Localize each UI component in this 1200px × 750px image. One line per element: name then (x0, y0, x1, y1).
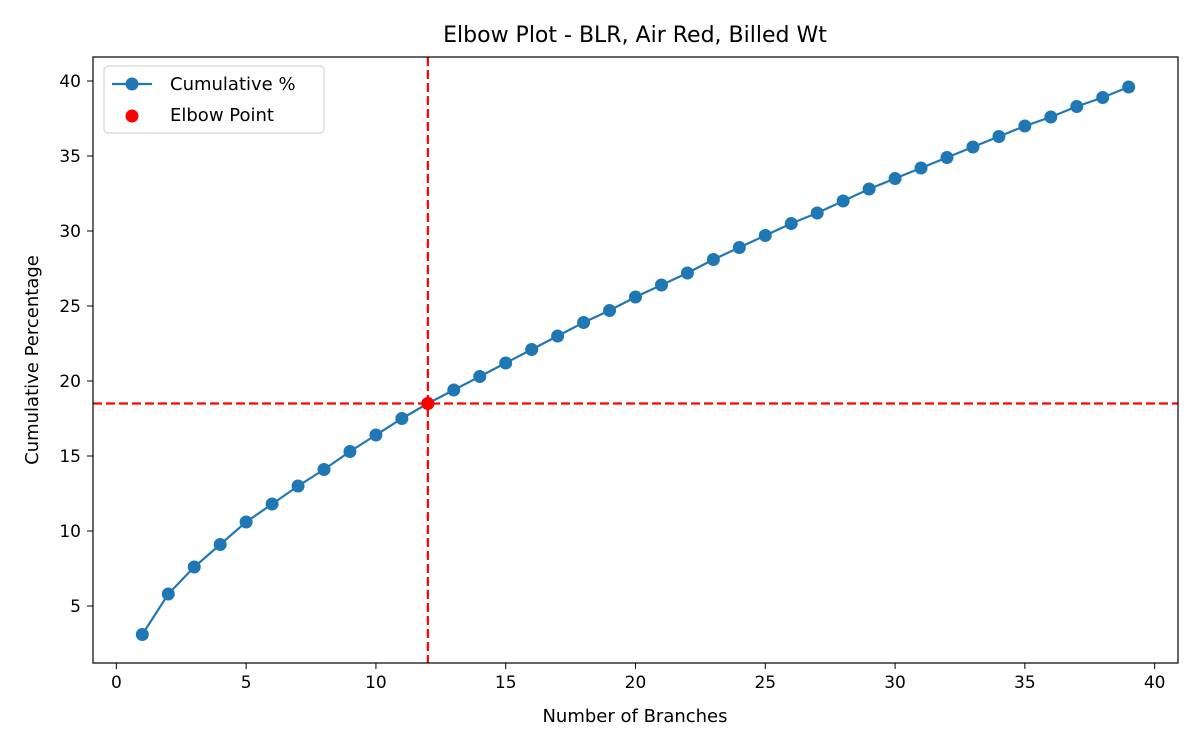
data-point (135, 628, 149, 641)
y-tick-label: 30 (59, 222, 81, 242)
data-point (706, 253, 720, 266)
y-tick-label: 25 (59, 297, 81, 317)
legend: Cumulative % Elbow Point (103, 65, 325, 134)
data-point (187, 560, 201, 574)
data-point (940, 151, 954, 164)
data-point (551, 329, 565, 343)
data-point (966, 140, 980, 154)
data-point (499, 356, 513, 370)
x-tick-label: 40 (1144, 673, 1166, 693)
y-tick-label: 20 (59, 372, 81, 392)
x-tick-label: 30 (884, 673, 906, 693)
data-point (343, 445, 357, 458)
data-point (629, 290, 642, 304)
data-point (784, 217, 798, 230)
x-tick-label: 25 (754, 673, 776, 693)
data-point (265, 497, 279, 511)
data-point (888, 172, 902, 185)
data-point (213, 538, 227, 551)
data-point (654, 278, 668, 292)
x-tick-label: 0 (111, 673, 122, 693)
data-point (1044, 110, 1058, 124)
data-point (992, 130, 1006, 143)
y-tick-label: 5 (70, 597, 81, 617)
data-point (1018, 119, 1032, 133)
data-point (577, 316, 591, 329)
data-point (239, 515, 253, 529)
elbow-point-marker (421, 397, 435, 410)
data-point (914, 161, 928, 175)
data-point (1096, 91, 1110, 104)
data-point (836, 194, 850, 208)
data-point (862, 182, 876, 196)
plot-background (93, 57, 1178, 663)
x-tick-label: 15 (495, 673, 517, 693)
data-point (317, 463, 331, 476)
data-point (1122, 80, 1136, 94)
plot-frame (92, 56, 1179, 664)
data-point (291, 479, 305, 493)
legend-marker-swatch (125, 77, 139, 91)
x-tick-label: 35 (1014, 673, 1036, 693)
data-point (1070, 100, 1084, 113)
y-tick-label: 15 (59, 447, 81, 467)
data-point (369, 428, 383, 442)
legend-label-cumulative: Cumulative % (170, 74, 296, 95)
data-point (447, 383, 461, 397)
legend-elbow-swatch (125, 109, 139, 123)
data-point (161, 587, 175, 601)
x-axis-label: Number of Branches (542, 706, 727, 727)
data-point (395, 412, 409, 425)
y-axis-label: Cumulative Percentage (22, 255, 43, 465)
data-point (603, 304, 617, 317)
y-tick-label: 10 (59, 522, 81, 542)
data-point (680, 266, 694, 280)
data-point (525, 343, 539, 356)
data-point (473, 370, 487, 383)
plot-area: 0 5 10 15 20 25 30 35 40 5 10 15 20 25 30 35 40 (59, 56, 1179, 693)
y-tick-label: 40 (59, 72, 81, 92)
legend-label-elbow: Elbow Point (170, 105, 274, 126)
legend-box (103, 65, 325, 134)
data-point (758, 229, 772, 242)
x-tick-label: 10 (365, 673, 387, 693)
x-tick-label: 5 (241, 673, 252, 693)
chart-title: Elbow Plot - BLR, Air Red, Billed Wt (443, 23, 827, 48)
data-point (810, 206, 824, 220)
x-tick-label: 20 (625, 673, 647, 693)
y-tick-label: 35 (59, 147, 81, 167)
data-point (732, 241, 746, 254)
